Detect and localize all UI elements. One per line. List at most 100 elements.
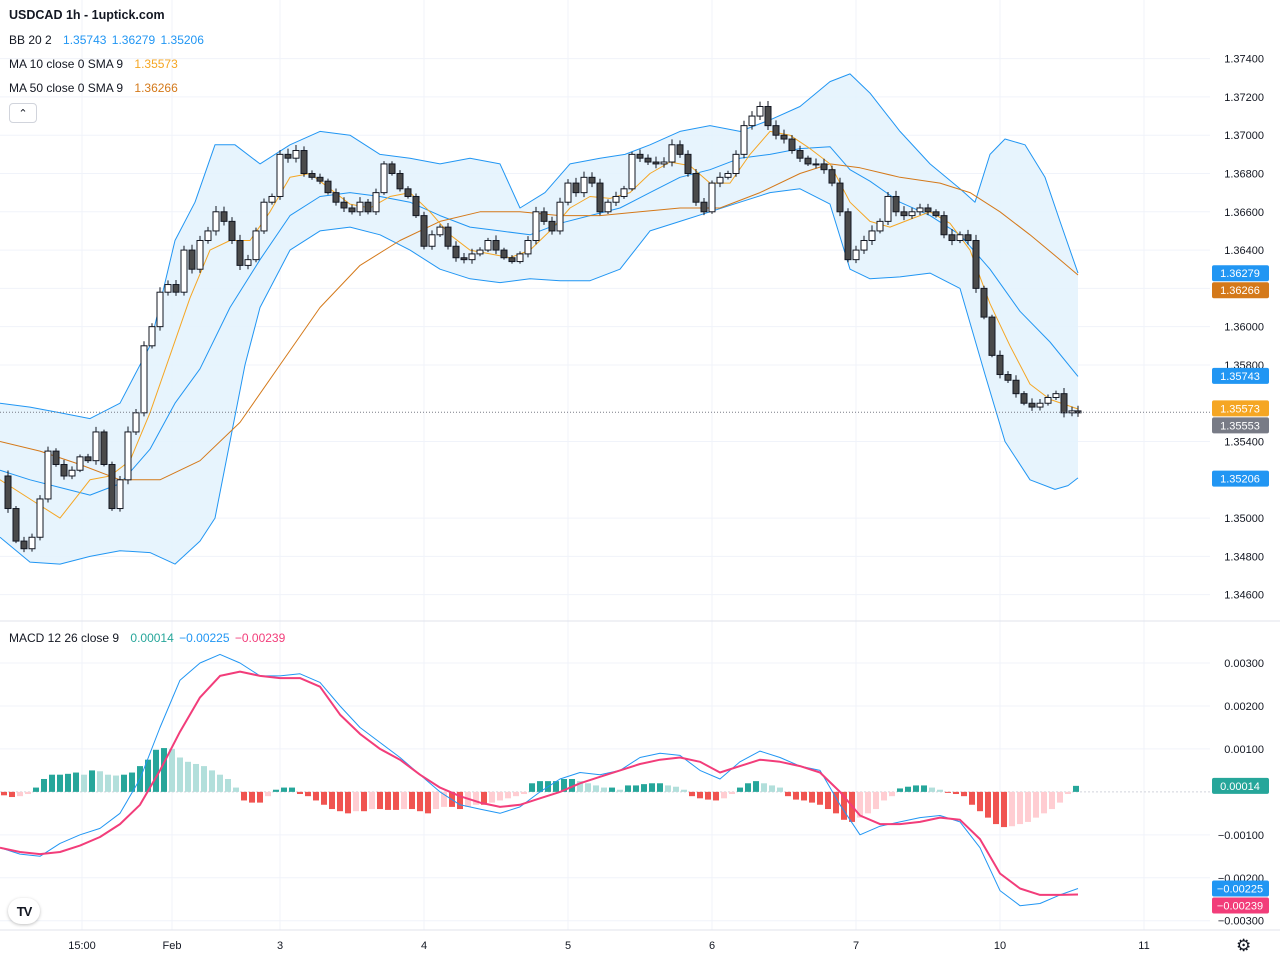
macd-hist-bar	[609, 787, 615, 792]
candle	[444, 222, 452, 250]
candle	[556, 197, 564, 235]
candle-body	[524, 240, 532, 255]
ma10-legend[interactable]: MA 10 close 0 SMA 9 1.35573	[9, 57, 180, 71]
time-axis-label: 5	[565, 940, 571, 952]
macd-hist-bar	[297, 791, 303, 795]
time-axis-label: 6	[709, 940, 715, 952]
time-axis-label: 15:00	[68, 940, 96, 952]
candle-body	[612, 195, 620, 203]
macd-hist-bar	[441, 791, 447, 807]
ma50-legend[interactable]: MA 50 close 0 SMA 9 1.36266	[9, 81, 180, 95]
candle-body	[276, 153, 284, 197]
candle-body	[740, 125, 748, 155]
candle	[1060, 387, 1068, 418]
macd-hist-bar	[385, 791, 391, 810]
macd-hist-bar	[225, 778, 231, 792]
candle-body	[572, 182, 580, 194]
price-axis-label: 1.35000	[1224, 513, 1264, 525]
candle-body	[692, 173, 700, 203]
candle	[732, 150, 740, 177]
candle-body	[876, 220, 884, 232]
candle	[844, 208, 852, 263]
candle	[956, 231, 964, 244]
ma50-line	[0, 163, 1079, 481]
candle-body	[892, 195, 900, 213]
collapse-legend-button[interactable]: ⌃	[9, 103, 37, 123]
macd-hist-bar	[665, 785, 671, 792]
candle	[684, 150, 692, 177]
candle	[132, 409, 140, 435]
macd-hist-bar	[1, 791, 7, 796]
candle	[340, 197, 348, 212]
candle	[268, 193, 276, 205]
candle	[20, 536, 28, 553]
macd-hist-bar	[113, 775, 119, 792]
macd-hist-bar	[809, 791, 815, 803]
candle	[860, 235, 868, 254]
macd-hist-bar	[321, 791, 327, 805]
candle	[204, 226, 212, 244]
candle	[1052, 390, 1060, 400]
candle-body	[12, 508, 20, 542]
candle	[676, 140, 684, 158]
price-tag-label: 1.36266	[1220, 285, 1260, 297]
macd-hist-bar	[569, 778, 575, 792]
candle-body	[916, 207, 924, 213]
candle	[620, 185, 628, 199]
candle-body	[716, 176, 724, 184]
candle-body	[620, 188, 628, 197]
candle-body	[1044, 396, 1052, 404]
candle	[660, 157, 668, 168]
macd-hist-bar	[561, 778, 567, 792]
candle-body	[700, 201, 708, 213]
macd-legend[interactable]: MACD 12 26 close 9 0.00014 −0.00225 −0.0…	[9, 631, 287, 645]
candle	[36, 495, 44, 541]
candle-body	[788, 138, 796, 152]
macd-hist-bar	[105, 774, 111, 792]
macd-hist-bar	[857, 791, 863, 818]
bb-legend[interactable]: BB 20 2 1.35743 1.36279 1.35206	[9, 33, 206, 47]
candle	[492, 235, 500, 255]
gear-icon[interactable]: ⚙	[1236, 936, 1252, 955]
candle-body	[196, 240, 204, 270]
candle-body	[364, 201, 372, 213]
macd-hist-bar	[33, 787, 39, 792]
candle	[100, 429, 108, 467]
candle	[436, 224, 444, 237]
candle-body	[708, 182, 716, 213]
candle-body	[1036, 402, 1044, 408]
macd-hist-bar	[145, 759, 151, 792]
macd-hist-bar	[785, 791, 791, 797]
macd-hist-bar	[617, 789, 623, 792]
macd-hist-bar	[201, 766, 207, 792]
candle	[12, 506, 20, 544]
candle-body	[972, 240, 980, 289]
chevron-up-icon: ⌃	[18, 107, 28, 120]
macd-hist-bar	[393, 791, 399, 810]
candle-body	[396, 173, 404, 190]
macd-hist-bar	[353, 791, 359, 812]
candle-body	[668, 144, 676, 163]
candle-body	[404, 188, 412, 197]
candle	[852, 245, 860, 264]
candle-body	[836, 182, 844, 213]
macd-hist-bar	[489, 791, 495, 803]
macd-hist-bar	[401, 791, 407, 810]
tradingview-logo-icon[interactable]: TV	[8, 898, 40, 924]
price-tag-label-bg	[1212, 400, 1269, 417]
candle	[420, 211, 428, 250]
macd-hist-bar	[881, 791, 887, 801]
candle	[876, 218, 884, 234]
candle-body	[124, 431, 132, 481]
candle	[412, 193, 420, 218]
price-axis-label: 1.37200	[1224, 92, 1264, 104]
macd-hist-bar	[409, 791, 415, 810]
candle-body	[676, 144, 684, 155]
candle	[60, 459, 68, 480]
candle-body	[1004, 374, 1012, 381]
candle	[788, 134, 796, 154]
macd-hist-bar	[361, 791, 367, 812]
candle	[628, 151, 636, 191]
time-axis-label: 4	[421, 940, 427, 952]
